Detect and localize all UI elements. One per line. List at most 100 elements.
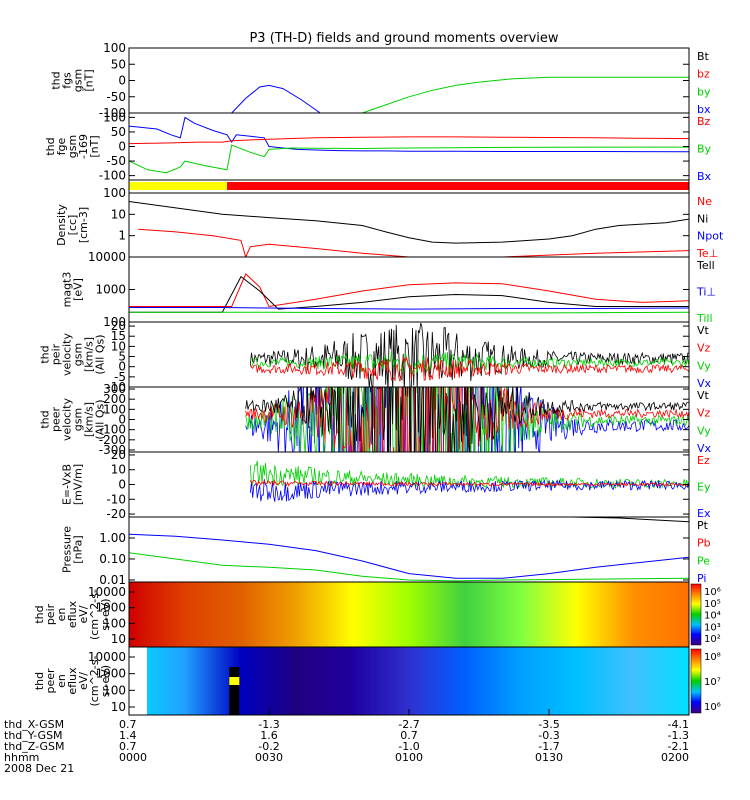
ytick-label: 100	[103, 186, 126, 200]
ephemeris-value: -1.7	[538, 740, 559, 753]
ytick-label: 1000	[95, 283, 126, 297]
ylabel-line: peer	[44, 668, 57, 694]
ytick-label: 10	[111, 700, 126, 714]
ytick-label: 10000	[88, 585, 126, 599]
spectrogram-dropout	[229, 667, 240, 715]
legend-entry: By	[697, 143, 712, 156]
ylabel-line: thd	[33, 605, 46, 623]
ylabel-line: [mV/m]	[72, 464, 85, 505]
ylabel-line: (All Qs)	[94, 334, 107, 374]
ytick-label: -300	[99, 443, 126, 457]
ytick-label: -10	[106, 380, 126, 394]
ytick-label: 1.00	[99, 531, 126, 545]
ylabel-line: [cc]	[66, 215, 79, 236]
chart-title: P3 (TH-D) fields and ground moments over…	[249, 31, 558, 46]
legend-entry: Vy	[697, 359, 711, 372]
ephemeris-value: 0.7	[119, 740, 137, 753]
ytick-label: 0	[118, 478, 126, 492]
legend-entry: Te⊥	[696, 247, 718, 260]
series-line-1	[129, 552, 689, 582]
ylabel-line: thd	[39, 410, 52, 428]
colorbar-electron_spectrogram	[690, 648, 702, 714]
ylabel-line: thd	[33, 672, 46, 690]
ylabel-line: eV/	[77, 605, 90, 623]
ephemeris-value: -0.2	[258, 740, 279, 753]
data-group	[129, 273, 689, 314]
ylabel-temperature: magt3[eV]	[61, 272, 85, 308]
legend-entry: Npot	[697, 230, 724, 243]
ephemeris-label: thd_Z-GSM	[4, 740, 64, 753]
legend-entry: Vt	[697, 389, 710, 402]
ytick-label: 100	[103, 402, 126, 416]
ephemeris-value: 0200	[661, 751, 689, 764]
noise-series-1	[249, 479, 689, 502]
ephemeris-value: -1.0	[398, 740, 419, 753]
legend-entry: by	[697, 85, 711, 98]
ytick-label: 5	[118, 350, 126, 364]
series-line-2	[572, 517, 689, 523]
ytick-label: 10	[111, 207, 126, 221]
legend-entry: Bt	[697, 50, 710, 63]
panel-ion_spectrogram: 10⁶10⁵10⁴10³10²10000100010010thdpeirenef…	[33, 581, 721, 648]
colorbar-label: 10⁶	[704, 702, 721, 713]
data-group	[249, 460, 689, 502]
ylabel-line: Pressure	[61, 526, 74, 573]
ytick-label: 100	[103, 315, 126, 329]
legend-entry: bx	[697, 103, 711, 116]
colorbar-label: 10⁸	[704, 652, 721, 663]
panel-frame	[128, 112, 690, 181]
ytick-label: 50	[111, 125, 126, 139]
colorbar-label: 10²	[704, 634, 721, 645]
ylabel-line: fgs	[61, 72, 74, 89]
ytick-label: 0	[118, 360, 126, 374]
spectrogram-band	[229, 677, 240, 685]
ylabel-line: [nT]	[88, 135, 101, 157]
ephemeris-value: -1.3	[668, 729, 689, 742]
ytick-label: 0	[118, 413, 126, 427]
ylabel-line: magt3	[61, 272, 74, 308]
ylabel-line: Density	[55, 204, 68, 246]
ytick-label: -50	[106, 154, 126, 168]
ylabel-line: [eV]	[72, 278, 85, 301]
ylabel-line: -169	[77, 134, 90, 159]
series-line-1	[362, 76, 689, 113]
data-group	[129, 201, 689, 257]
series-line-2	[129, 307, 689, 310]
ytick-label: 0	[118, 140, 126, 154]
ytick-label: -20	[106, 507, 126, 521]
ytick-label: 50	[111, 57, 126, 71]
ytick-label: 0	[118, 74, 126, 88]
legend-entry: Ez	[697, 454, 710, 467]
ytick-label: 100	[103, 41, 126, 55]
series-line-0	[231, 84, 321, 113]
spectrogram-image	[129, 582, 689, 647]
panel-stack: 100500-50-100thdfgsgsm[nT]Btbzbybx100500…	[33, 41, 724, 716]
legend-entry: Ni	[697, 212, 708, 225]
ytick-label: 10000	[88, 250, 126, 264]
data-group	[129, 116, 689, 174]
legend-entry: Ti⊥	[696, 286, 716, 299]
ephemeris-value: 1.4	[119, 729, 137, 742]
ytick-label: -5	[114, 370, 126, 384]
noise-series-2	[249, 356, 689, 382]
colorbar-label: 10⁵	[704, 599, 721, 610]
legend-entry: bz	[697, 68, 710, 81]
ephemeris-value: -2.7	[398, 718, 419, 731]
ephemeris-value: -3.5	[538, 718, 559, 731]
legend-entry: Pi	[697, 572, 706, 585]
ylabel-line: velocity	[61, 333, 74, 376]
ephemeris-value: 1.6	[260, 729, 278, 742]
legend-entry: Tell	[696, 259, 715, 272]
ylabel-pressure: Pressure[nPa]	[61, 526, 85, 573]
legend-entry: Ex	[697, 507, 711, 520]
legend-entry: Ne	[697, 195, 712, 208]
data-group	[231, 76, 689, 113]
ephemeris-value: 0100	[395, 751, 423, 764]
ephemeris-label: thd_X-GSM	[4, 718, 64, 731]
legend-entry: Till	[696, 312, 713, 325]
